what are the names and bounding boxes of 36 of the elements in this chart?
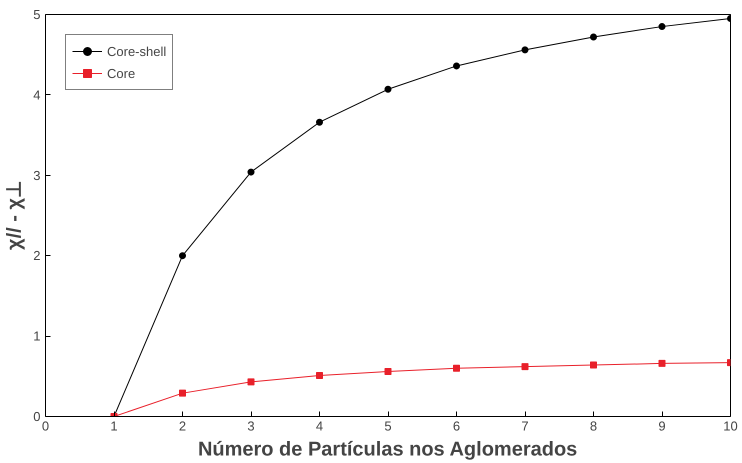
- point: [179, 390, 186, 397]
- legend-label: Core-shell: [107, 44, 166, 58]
- x-tick-label: 8: [590, 418, 598, 434]
- x-tick-label: 3: [247, 418, 255, 434]
- point: [384, 86, 392, 93]
- point: [248, 378, 254, 386]
- y-tick-label: 3: [33, 168, 41, 183]
- x-tick-label: 5: [384, 418, 392, 434]
- x-tick-label: 2: [178, 418, 186, 434]
- x-tick-label: 1: [110, 418, 118, 434]
- point: [590, 34, 597, 41]
- point: [522, 46, 528, 54]
- point: [658, 360, 666, 367]
- y-tick-label: 2: [33, 248, 41, 264]
- y-tick-label: 4: [33, 87, 41, 102]
- x-tick-label: 4: [316, 418, 324, 434]
- point: [453, 62, 460, 70]
- x-axis-title: Número de Partículas nos Aglomerados: [198, 438, 578, 460]
- point: [316, 372, 323, 379]
- point: [522, 363, 528, 370]
- legend-label: Core: [107, 66, 136, 80]
- point: [248, 168, 254, 176]
- x-tick-label: 6: [452, 418, 460, 434]
- x-tick-label: 7: [521, 418, 529, 434]
- point: [590, 362, 597, 369]
- y-tick-label: 1: [33, 328, 41, 344]
- x-tick-label: 10: [723, 418, 738, 434]
- y-tick-label: 0: [33, 409, 41, 424]
- y-axis-title: χ// - χ⊥: [3, 181, 26, 250]
- point: [453, 364, 460, 372]
- point: [384, 368, 392, 375]
- point: [658, 23, 666, 30]
- x-tick-label: 9: [658, 418, 666, 434]
- point: [316, 118, 323, 126]
- point: [179, 252, 186, 260]
- y-tick-label: 5: [33, 7, 41, 22]
